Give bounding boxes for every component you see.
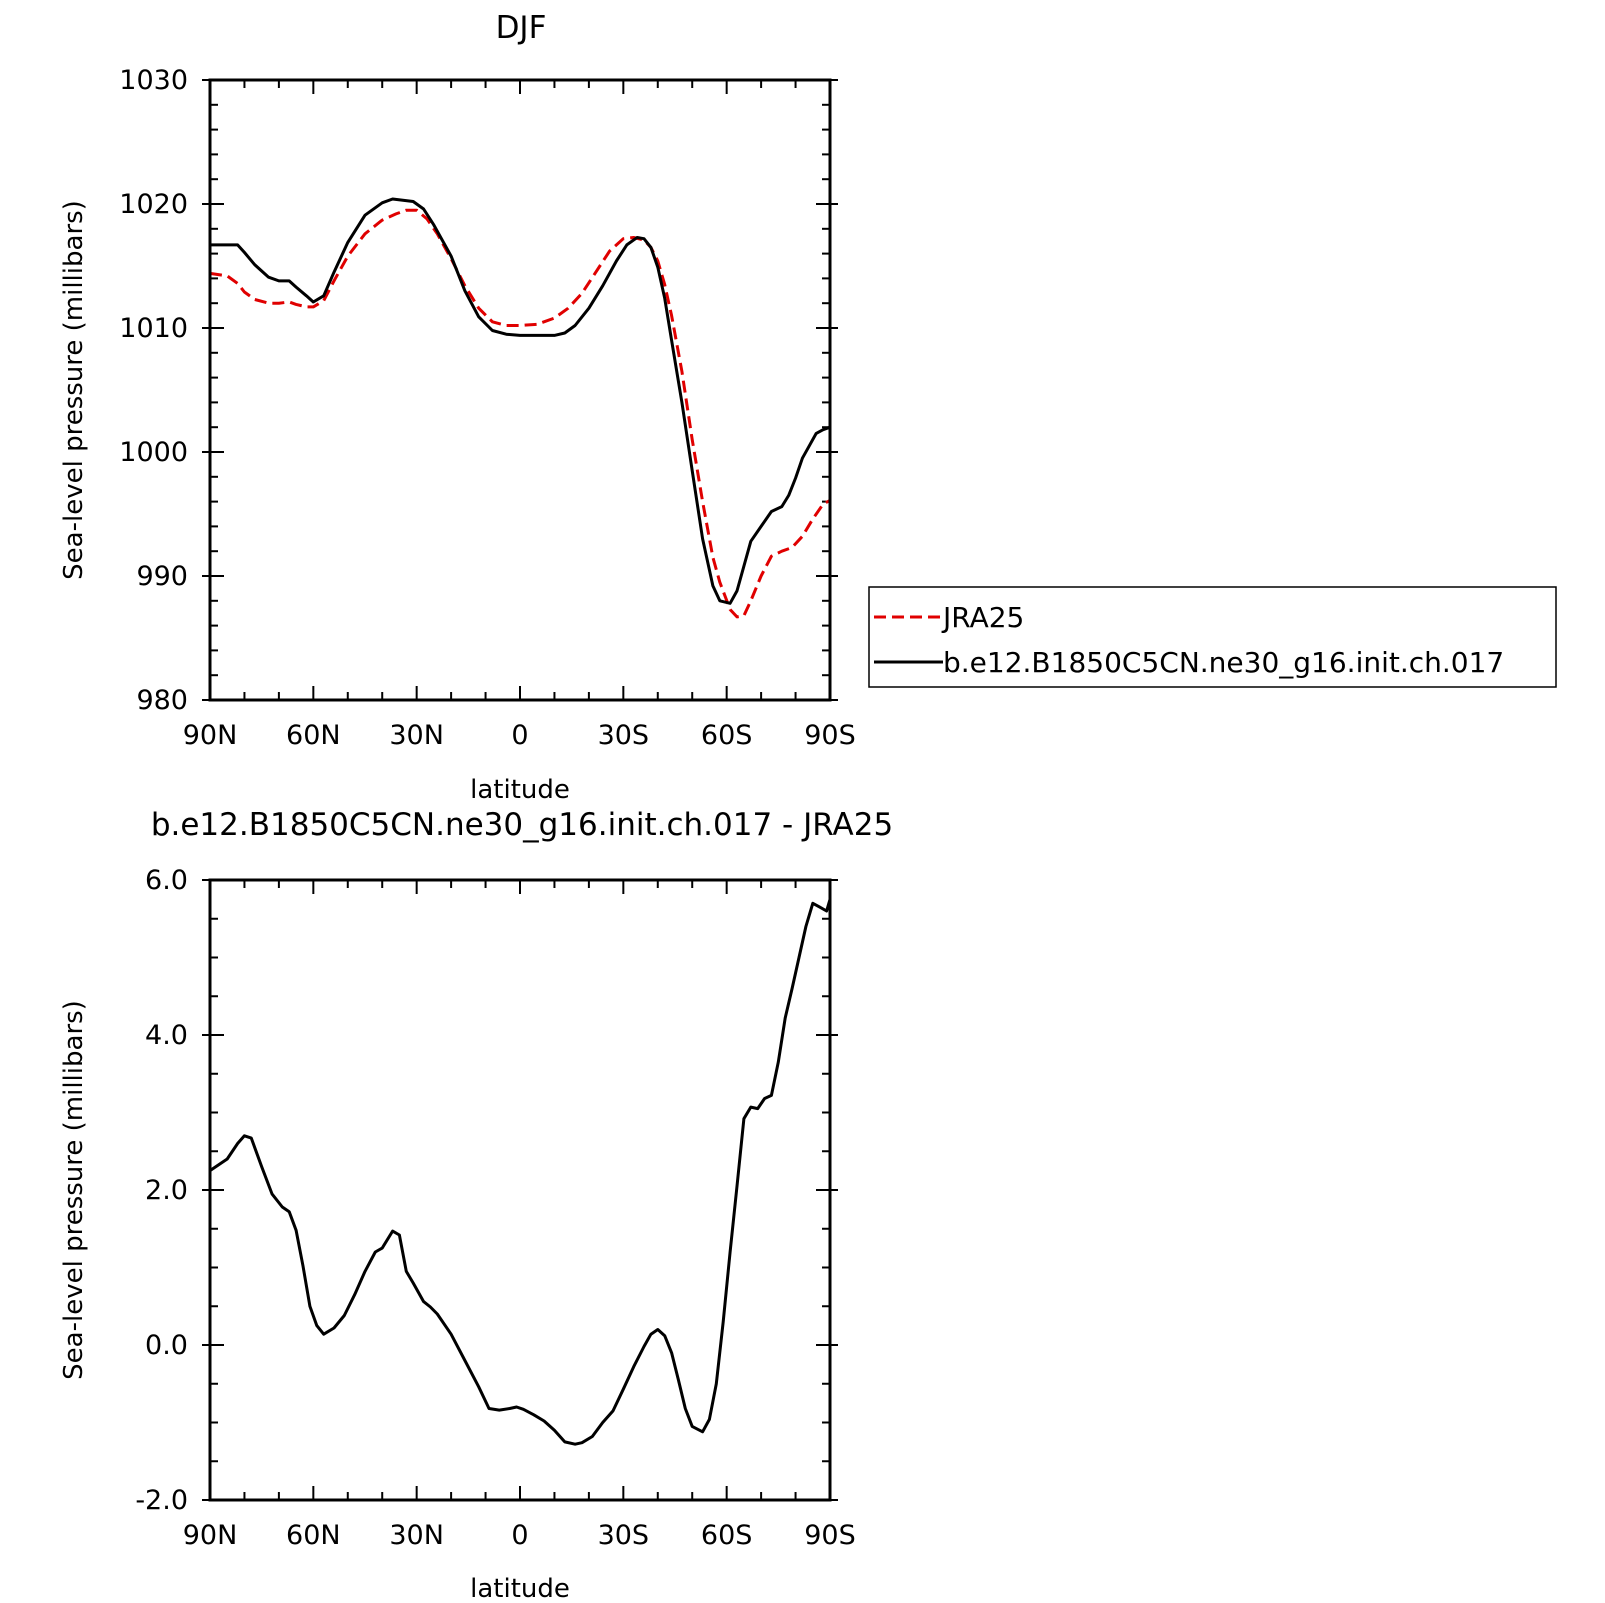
top-series-line-b-e12-b1850c5cn-ne30-g16-init-ch-017	[210, 197, 831, 605]
bottom-x-axis-label: latitude	[470, 1574, 570, 1603]
bottom-x-tick-label: 60S	[701, 1520, 753, 1551]
top-x-tick-label: 0	[511, 720, 528, 751]
top-series-group	[209, 197, 831, 619]
bottom-series-group	[209, 898, 832, 1446]
bottom-x-tick-label: 30S	[598, 1520, 650, 1551]
top-chart-title: DJF	[496, 10, 547, 46]
bottom-x-tick-label: 90S	[804, 1520, 856, 1551]
bottom-plot-frame	[208, 878, 832, 1502]
top-x-tick-labels: 90N 60N 30N 0 30S 60S 90S	[183, 720, 856, 751]
top-y-tick-labels: 980 990 1000 1010 1020 1030	[119, 65, 188, 716]
bottom-y-tick-label: 2.0	[145, 1175, 188, 1206]
legend-label-jra25: JRA25	[941, 601, 1024, 634]
bottom-x-tick-label: 90N	[183, 1520, 238, 1551]
bottom-y-axis-label: Sea-level pressure (millibars)	[59, 1000, 89, 1380]
top-panel: DJF 980 990 1000 1010 1020 1030 90N 60N 30N 0 30S…	[59, 10, 1557, 805]
bottom-y-tick-label: 4.0	[145, 1020, 188, 1051]
top-x-tick-label: 60S	[701, 720, 753, 751]
top-y-tick-label: 1030	[119, 65, 188, 96]
bottom-x-tick-label: 0	[511, 1520, 528, 1551]
legend-label-model: b.e12.B1850C5CN.ne30_g16.init.ch.017	[943, 646, 1504, 679]
bottom-x-tick-label: 60N	[286, 1520, 341, 1551]
bottom-x-tick-label: 30N	[389, 1520, 444, 1551]
bottom-y-tick-label: 0.0	[145, 1330, 188, 1361]
top-y-tick-label: 980	[136, 685, 188, 716]
bottom-chart-title: b.e12.B1850C5CN.ne30_g16.init.ch.017 - J…	[151, 807, 893, 843]
top-y-tick-label: 990	[136, 561, 188, 592]
top-series-line-jra25	[209, 208, 831, 619]
bottom-y-tick-label: -2.0	[135, 1485, 188, 1516]
bottom-y-tick-labels: -2.0 0.0 2.0 4.0 6.0	[135, 865, 188, 1516]
top-y-tick-label: 1020	[119, 189, 188, 220]
top-y-tick-label: 1010	[119, 313, 188, 344]
top-y-tick-label: 1000	[119, 437, 188, 468]
legend: JRA25 b.e12.B1850C5CN.ne30_g16.init.ch.0…	[868, 586, 1557, 688]
bottom-series-line-0	[209, 898, 832, 1446]
top-plot-frame	[208, 78, 832, 702]
top-axis-ticks	[202, 79, 838, 701]
top-x-tick-label: 60N	[286, 720, 341, 751]
top-x-tick-label: 90S	[804, 720, 856, 751]
bottom-x-tick-labels: 90N 60N 30N 0 30S 60S 90S	[183, 1520, 856, 1551]
top-x-axis-label: latitude	[470, 775, 570, 805]
legend-box	[868, 586, 1557, 688]
bottom-y-tick-label: 6.0	[145, 865, 188, 896]
top-y-axis-label: Sea-level pressure (millibars)	[59, 200, 89, 580]
top-x-tick-label: 30N	[389, 720, 444, 751]
bottom-panel: b.e12.B1850C5CN.ne30_g16.init.ch.017 - J…	[59, 807, 893, 1603]
top-x-tick-label: 30S	[598, 720, 650, 751]
top-x-tick-label: 90N	[183, 720, 238, 751]
